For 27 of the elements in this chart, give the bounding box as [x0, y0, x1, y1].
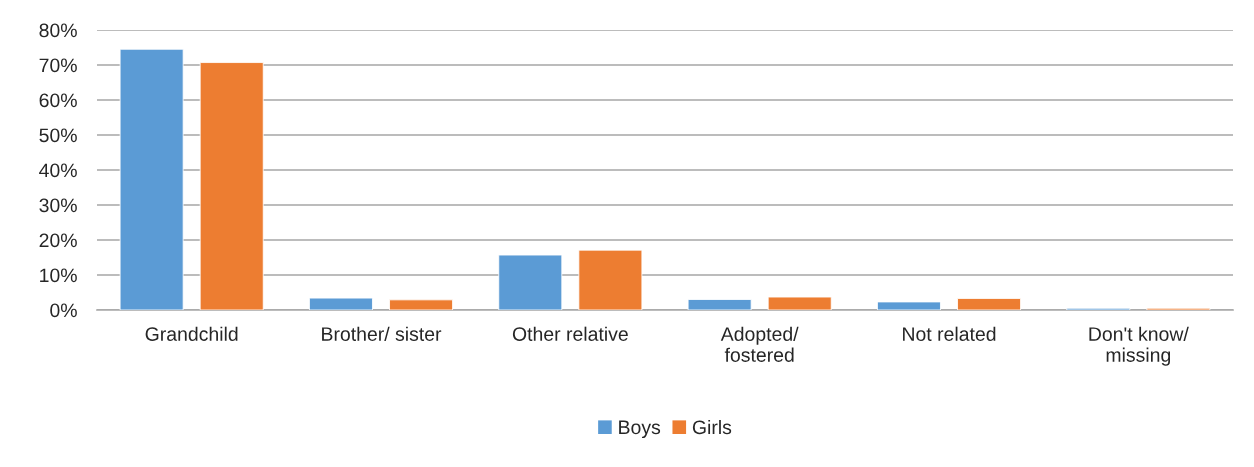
y-tick-label: 70%: [39, 58, 77, 73]
legend-label: Girls: [692, 419, 732, 435]
bar: [578, 249, 643, 310]
y-tick-label: 50%: [39, 128, 77, 143]
bar: [498, 254, 563, 310]
x-tick-label: Other relative: [512, 326, 628, 341]
y-tick-label: 30%: [39, 198, 77, 213]
bar: [957, 298, 1021, 310]
bar: [119, 48, 184, 310]
bar: [767, 296, 832, 310]
y-tick-label: 20%: [39, 233, 77, 248]
bar: [199, 62, 264, 310]
bar: [309, 297, 373, 310]
bar: [877, 301, 941, 310]
x-tick-label: Grandchild: [145, 326, 238, 341]
bar: [687, 299, 752, 310]
x-tick-label: Don't know/ missing: [1089, 326, 1189, 366]
x-tick-label: Not related: [903, 326, 996, 341]
y-tick-label: 60%: [39, 93, 77, 108]
y-tick-label: 0%: [50, 303, 77, 318]
x-tick-label: Adopted/ fostered: [720, 326, 799, 362]
y-tick-label: 80%: [39, 23, 77, 38]
legend-label: Boys: [619, 420, 661, 439]
y-tick-label: 10%: [40, 268, 77, 283]
y-tick-label: 40%: [39, 163, 77, 178]
bar: [389, 299, 453, 310]
x-tick-label: Brother/ sister: [322, 326, 442, 341]
